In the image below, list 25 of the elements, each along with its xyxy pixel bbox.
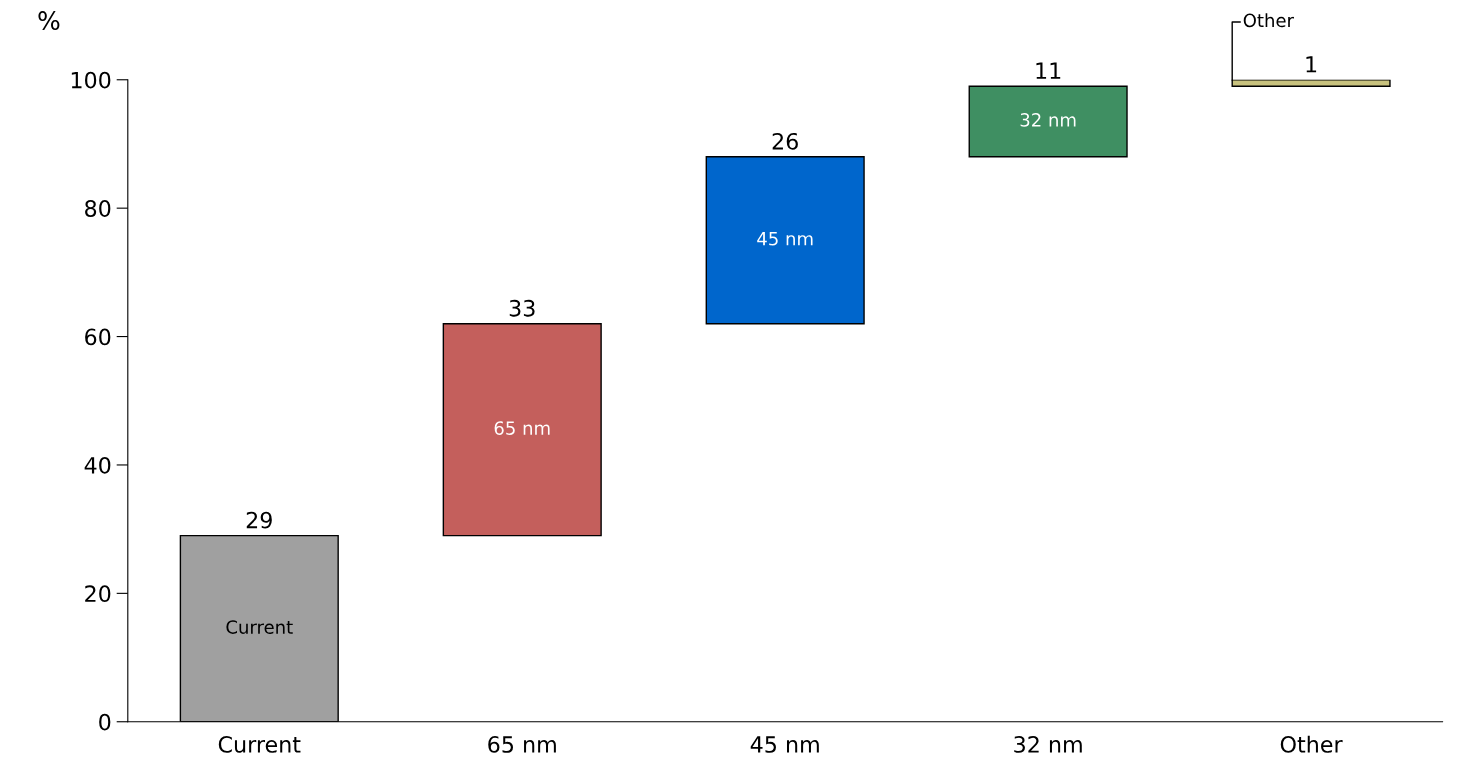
y-tick-label: 20	[85, 585, 111, 603]
bar	[442, 323, 602, 537]
data-label: 11	[1036, 62, 1061, 79]
y-tick-label: 60	[85, 328, 111, 346]
annotation: 32 nm	[1020, 113, 1076, 127]
text: Other	[1243, 13, 1294, 28]
data-label: 29	[246, 511, 272, 529]
annotation: 45 nm	[757, 232, 813, 246]
data-label: 1	[1306, 56, 1317, 73]
annotation: 65 nm	[494, 421, 550, 435]
y-tick-label: 0	[99, 713, 111, 731]
y-tick-label: 80	[85, 200, 111, 217]
bar	[705, 156, 865, 325]
data-label: 33	[509, 299, 535, 317]
y-tick-label: 40	[84, 456, 111, 474]
bar	[968, 85, 1128, 158]
x-tick-label: Current	[218, 736, 301, 753]
y-axis-title: %	[38, 11, 60, 30]
x-tick-label: 45 nm	[750, 736, 819, 753]
data-label: 26	[772, 132, 798, 150]
y-tick-label: 100	[71, 71, 111, 89]
x-tick-label: 65 nm	[488, 736, 556, 753]
x-tick-label: 32 nm	[1014, 736, 1082, 753]
annotation: Current	[226, 620, 293, 634]
x-tick-label: Other	[1280, 735, 1343, 753]
